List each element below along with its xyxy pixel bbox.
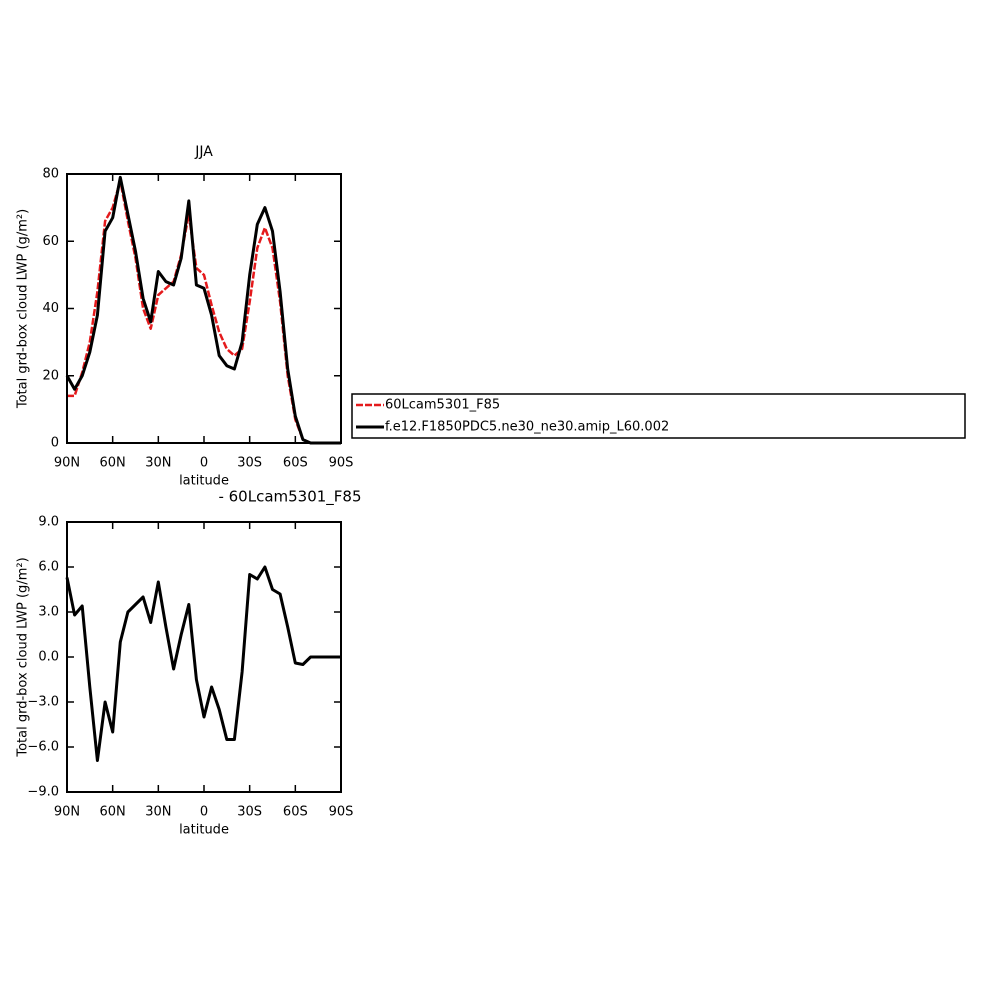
x-axis-label: latitude (179, 474, 229, 489)
legend-label: 60Lcam5301_F85 (385, 398, 500, 413)
x-tick-label: 90S (329, 456, 354, 471)
chart-title: JJA (194, 144, 213, 160)
y-tick-label: 6.0 (38, 560, 59, 575)
y-tick-label: 9.0 (38, 515, 59, 530)
x-tick-label: 0 (200, 456, 208, 471)
x-tick-label: 90N (54, 456, 80, 471)
x-axis-label: latitude (179, 823, 229, 838)
x-tick-label: 0 (200, 805, 208, 820)
y-axis-label: Total grd-box cloud LWP (g/m²) (16, 209, 31, 409)
x-tick-label: 60N (100, 805, 126, 820)
y-tick-label: 60 (42, 234, 59, 249)
x-tick-label: 60N (100, 456, 126, 471)
data-line (65, 175, 341, 445)
y-tick-label: 0 (51, 436, 59, 451)
chart-title: - 60Lcam5301_F85 (218, 488, 361, 507)
data-line (65, 565, 341, 762)
x-tick-label: 30N (145, 805, 171, 820)
y-axis-label: Total grd-box cloud LWP (g/m²) (16, 557, 31, 757)
legend-box (351, 393, 966, 439)
y-tick-label: −9.0 (27, 785, 59, 800)
x-tick-label: 90S (329, 805, 354, 820)
x-tick-label: 90N (54, 805, 80, 820)
y-tick-label: −6.0 (27, 740, 59, 755)
x-tick-label: 60S (283, 805, 308, 820)
legend-label: f.e12.F1850PDC5.ne30_ne30.amip_L60.002 (385, 420, 669, 435)
y-tick-label: 3.0 (38, 605, 59, 620)
y-tick-label: 0.0 (38, 650, 59, 665)
x-tick-label: 30N (145, 456, 171, 471)
y-tick-label: 80 (42, 167, 59, 182)
x-tick-label: 30S (237, 456, 262, 471)
x-tick-label: 30S (237, 805, 262, 820)
y-tick-label: −3.0 (27, 695, 59, 710)
plot-frame (66, 521, 342, 793)
x-tick-label: 60S (283, 456, 308, 471)
plot-frame (66, 173, 342, 444)
y-tick-label: 40 (42, 301, 59, 316)
y-tick-label: 20 (42, 368, 59, 383)
